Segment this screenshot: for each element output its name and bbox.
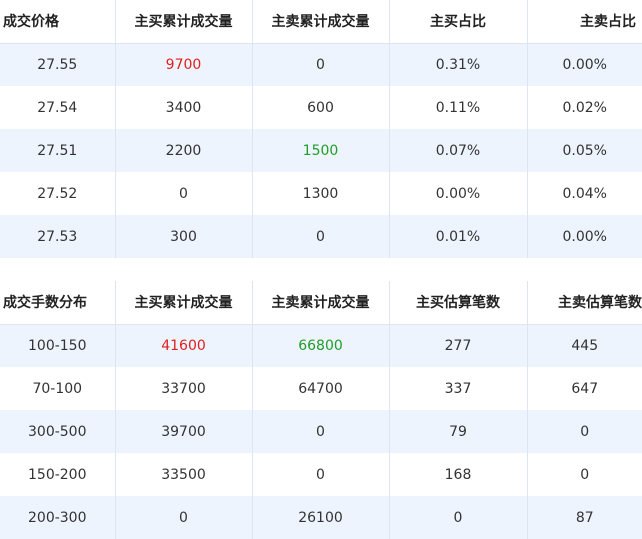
header-lot-range[interactable]: 成交手数分布 [0, 281, 116, 325]
table-row: 27.52 0 1300 0.00% 0.04% [0, 172, 642, 215]
cell-buy-ratio: 0.00% [389, 172, 528, 215]
cell-lot-range: 300-500 [0, 410, 116, 453]
lot-size-distribution-section: 成交手数分布 主买累计成交量 主卖累计成交量 主买估算笔数 主卖估算笔数 100… [0, 281, 642, 539]
table-row: 27.55 9700 0 0.31% 0.00% [0, 43, 642, 86]
cell-sell-volume: 1300 [252, 172, 390, 215]
cell-sell-count: 0 [527, 410, 642, 453]
header-buy-volume[interactable]: 主买累计成交量 [115, 0, 253, 44]
cell-price: 27.53 [0, 215, 116, 258]
cell-lot-range: 150-200 [0, 453, 116, 496]
table-row: 300-500 39700 0 79 0 [0, 410, 642, 453]
cell-price: 27.55 [0, 43, 116, 86]
cell-sell-volume: 0 [252, 410, 390, 453]
cell-buy-volume: 33700 [115, 367, 253, 410]
cell-sell-count: 647 [527, 367, 642, 410]
cell-buy-volume: 41600 [115, 324, 253, 367]
cell-sell-volume: 66800 [252, 324, 390, 367]
cell-buy-ratio: 0.07% [389, 129, 528, 172]
header-sell-volume[interactable]: 主卖累计成交量 [252, 281, 390, 325]
header-price[interactable]: 成交价格 [0, 0, 116, 44]
cell-price: 27.54 [0, 86, 116, 129]
price-distribution-section: 成交价格 主买累计成交量 主卖累计成交量 主买占比 主卖占比 27.55 970… [0, 0, 642, 258]
cell-sell-volume: 26100 [252, 496, 390, 539]
cell-buy-count: 277 [389, 324, 528, 367]
cell-buy-volume: 3400 [115, 86, 253, 129]
header-sell-ratio[interactable]: 主卖占比 [527, 0, 642, 44]
cell-sell-ratio: 0.04% [527, 172, 642, 215]
table-row: 150-200 33500 0 168 0 [0, 453, 642, 496]
section-spacer [0, 258, 642, 281]
cell-buy-ratio: 0.31% [389, 43, 528, 86]
cell-buy-count: 337 [389, 367, 528, 410]
cell-buy-volume: 300 [115, 215, 253, 258]
cell-sell-count: 445 [527, 324, 642, 367]
cell-buy-count: 79 [389, 410, 528, 453]
header-buy-volume[interactable]: 主买累计成交量 [115, 281, 253, 325]
cell-sell-count: 87 [527, 496, 642, 539]
table-row: 27.51 2200 1500 0.07% 0.05% [0, 129, 642, 172]
table-row: 27.54 3400 600 0.11% 0.02% [0, 86, 642, 129]
cell-lot-range: 100-150 [0, 324, 116, 367]
cell-sell-ratio: 0.02% [527, 86, 642, 129]
cell-buy-volume: 33500 [115, 453, 253, 496]
table-header-row: 成交价格 主买累计成交量 主卖累计成交量 主买占比 主卖占比 [0, 0, 642, 44]
cell-lot-range: 70-100 [0, 367, 116, 410]
header-buy-ratio[interactable]: 主买占比 [389, 0, 528, 44]
cell-buy-ratio: 0.11% [389, 86, 528, 129]
cell-sell-ratio: 0.00% [527, 43, 642, 86]
cell-buy-volume: 9700 [115, 43, 253, 86]
cell-buy-volume: 39700 [115, 410, 253, 453]
header-sell-volume[interactable]: 主卖累计成交量 [252, 0, 390, 44]
price-volume-table: 成交价格 主买累计成交量 主卖累计成交量 主买占比 主卖占比 27.55 970… [0, 0, 642, 258]
cell-buy-volume: 0 [115, 496, 253, 539]
cell-sell-volume: 64700 [252, 367, 390, 410]
header-sell-count[interactable]: 主卖估算笔数 [527, 281, 642, 325]
cell-sell-volume: 0 [252, 215, 390, 258]
table-row: 70-100 33700 64700 337 647 [0, 367, 642, 410]
cell-price: 27.52 [0, 172, 116, 215]
cell-buy-ratio: 0.01% [389, 215, 528, 258]
lot-size-table: 成交手数分布 主买累计成交量 主卖累计成交量 主买估算笔数 主卖估算笔数 100… [0, 281, 642, 539]
cell-buy-count: 168 [389, 453, 528, 496]
cell-buy-count: 0 [389, 496, 528, 539]
header-buy-count[interactable]: 主买估算笔数 [389, 281, 528, 325]
table-row: 100-150 41600 66800 277 445 [0, 324, 642, 367]
cell-lot-range: 200-300 [0, 496, 116, 539]
cell-sell-volume: 1500 [252, 129, 390, 172]
cell-sell-volume: 0 [252, 43, 390, 86]
cell-sell-volume: 0 [252, 453, 390, 496]
cell-buy-volume: 2200 [115, 129, 253, 172]
cell-buy-volume: 0 [115, 172, 253, 215]
cell-sell-volume: 600 [252, 86, 390, 129]
table-header-row: 成交手数分布 主买累计成交量 主卖累计成交量 主买估算笔数 主卖估算笔数 [0, 281, 642, 325]
table-row: 27.53 300 0 0.01% 0.00% [0, 215, 642, 258]
cell-sell-ratio: 0.00% [527, 215, 642, 258]
cell-sell-count: 0 [527, 453, 642, 496]
table-row: 200-300 0 26100 0 87 [0, 496, 642, 539]
cell-sell-ratio: 0.05% [527, 129, 642, 172]
cell-price: 27.51 [0, 129, 116, 172]
